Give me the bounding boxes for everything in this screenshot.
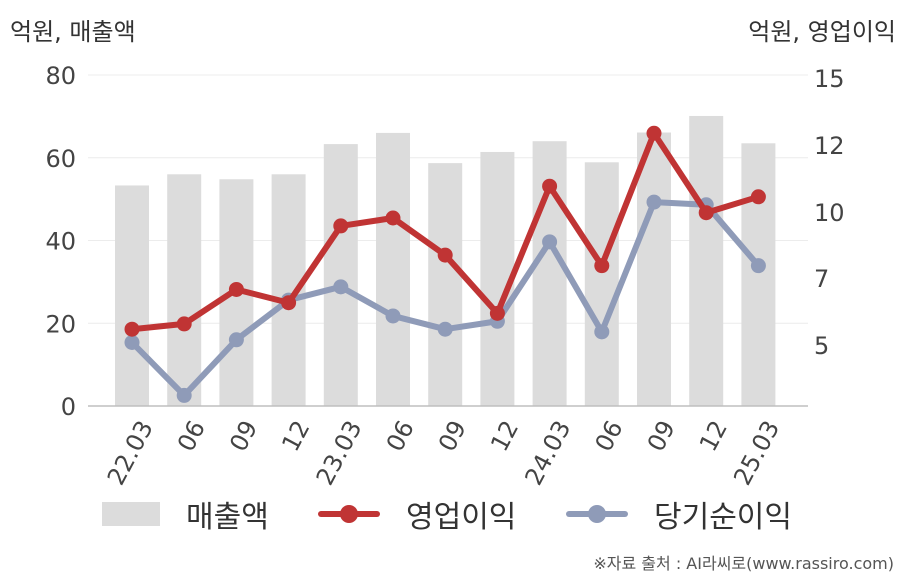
revenue-bar [167, 174, 202, 406]
left-y-tick-label: 20 [45, 310, 76, 338]
operating-profit-point [542, 178, 558, 194]
x-tick-label: 06 [172, 416, 211, 456]
x-tick-label: 25.03 [728, 416, 785, 490]
legend-swatch-operating-profit [318, 502, 380, 526]
net-income-point [542, 234, 558, 250]
right-y-tick-label: 15 [814, 65, 845, 93]
operating-profit-point [124, 321, 140, 337]
legend-swatch-revenue [102, 502, 160, 526]
net-income-point [750, 258, 766, 274]
net-income-point [333, 279, 349, 295]
net-income-point [594, 324, 610, 340]
right-y-tick-label: 5 [814, 332, 829, 360]
x-tick-label: 24.03 [519, 416, 576, 490]
x-tick-label: 22.03 [102, 416, 159, 490]
left-axis-unit-label: 억원, 매출액 [10, 18, 136, 46]
right-axis-unit-label: 억원, 영업이익 [748, 18, 896, 46]
x-tick-label: 12 [485, 416, 524, 456]
x-tick-label: 12 [276, 416, 315, 456]
left-y-tick-label: 60 [45, 145, 76, 173]
operating-profit-point [698, 205, 714, 221]
profit-lines [124, 125, 766, 403]
revenue-bar [741, 143, 776, 407]
x-tick-label: 23.03 [311, 416, 368, 490]
x-tick-label: 09 [642, 416, 681, 456]
revenue-bar [376, 132, 410, 407]
operating-profit-point [437, 247, 453, 263]
legend-swatch-net-income [566, 502, 628, 526]
left-y-tick-label: 40 [45, 228, 76, 256]
right-y-tick-label: 10 [814, 199, 845, 227]
operating-profit-point [228, 281, 244, 297]
operating-profit-point [489, 305, 505, 321]
legend: 매출액 영업이익 당기순이익 [0, 492, 908, 536]
x-tick-label: 06 [590, 416, 629, 456]
legend-label-revenue: 매출액 [186, 500, 269, 535]
right-y-tick-label: 12 [814, 132, 845, 160]
operating-profit-point [333, 218, 349, 234]
revenue-bar [323, 144, 358, 406]
revenue-bar [637, 132, 671, 407]
left-y-tick-label: 0 [61, 393, 76, 421]
x-tick-label: 09 [433, 416, 472, 456]
net-income-point [228, 332, 244, 348]
operating-profit-point [385, 210, 401, 226]
net-income-point [124, 334, 140, 350]
revenue-bars [115, 115, 776, 407]
legend-label-net-income: 당기순이익 [654, 500, 792, 535]
net-income-point [385, 308, 401, 324]
x-tick-label: 09 [224, 416, 263, 456]
operating-profit-point [750, 189, 766, 205]
net-income-point [437, 321, 453, 337]
x-tick-label: 12 [694, 416, 733, 456]
revenue-bar [428, 163, 463, 406]
operating-profit-point [594, 258, 610, 274]
legend-item-operating-profit: 영업이익 [318, 492, 516, 536]
operating-profit-point [646, 125, 662, 141]
revenue-bar [689, 115, 724, 407]
left-y-tick-label: 80 [45, 62, 76, 90]
revenue-bar [584, 162, 619, 406]
source-note: ※자료 출처 : AI라씨로(www.rassiro.com) [593, 554, 894, 573]
net-income-point [646, 194, 662, 210]
revenue-bar [115, 185, 149, 406]
net-income-point [176, 387, 192, 403]
operating-profit-point [281, 295, 297, 311]
right-y-tick-label: 7 [814, 265, 829, 293]
legend-item-revenue: 매출액 [102, 492, 269, 536]
legend-label-operating-profit: 영업이익 [406, 500, 517, 535]
x-tick-label: 06 [381, 416, 420, 456]
legend-item-net-income: 당기순이익 [566, 492, 792, 536]
operating-profit-point [176, 316, 192, 332]
